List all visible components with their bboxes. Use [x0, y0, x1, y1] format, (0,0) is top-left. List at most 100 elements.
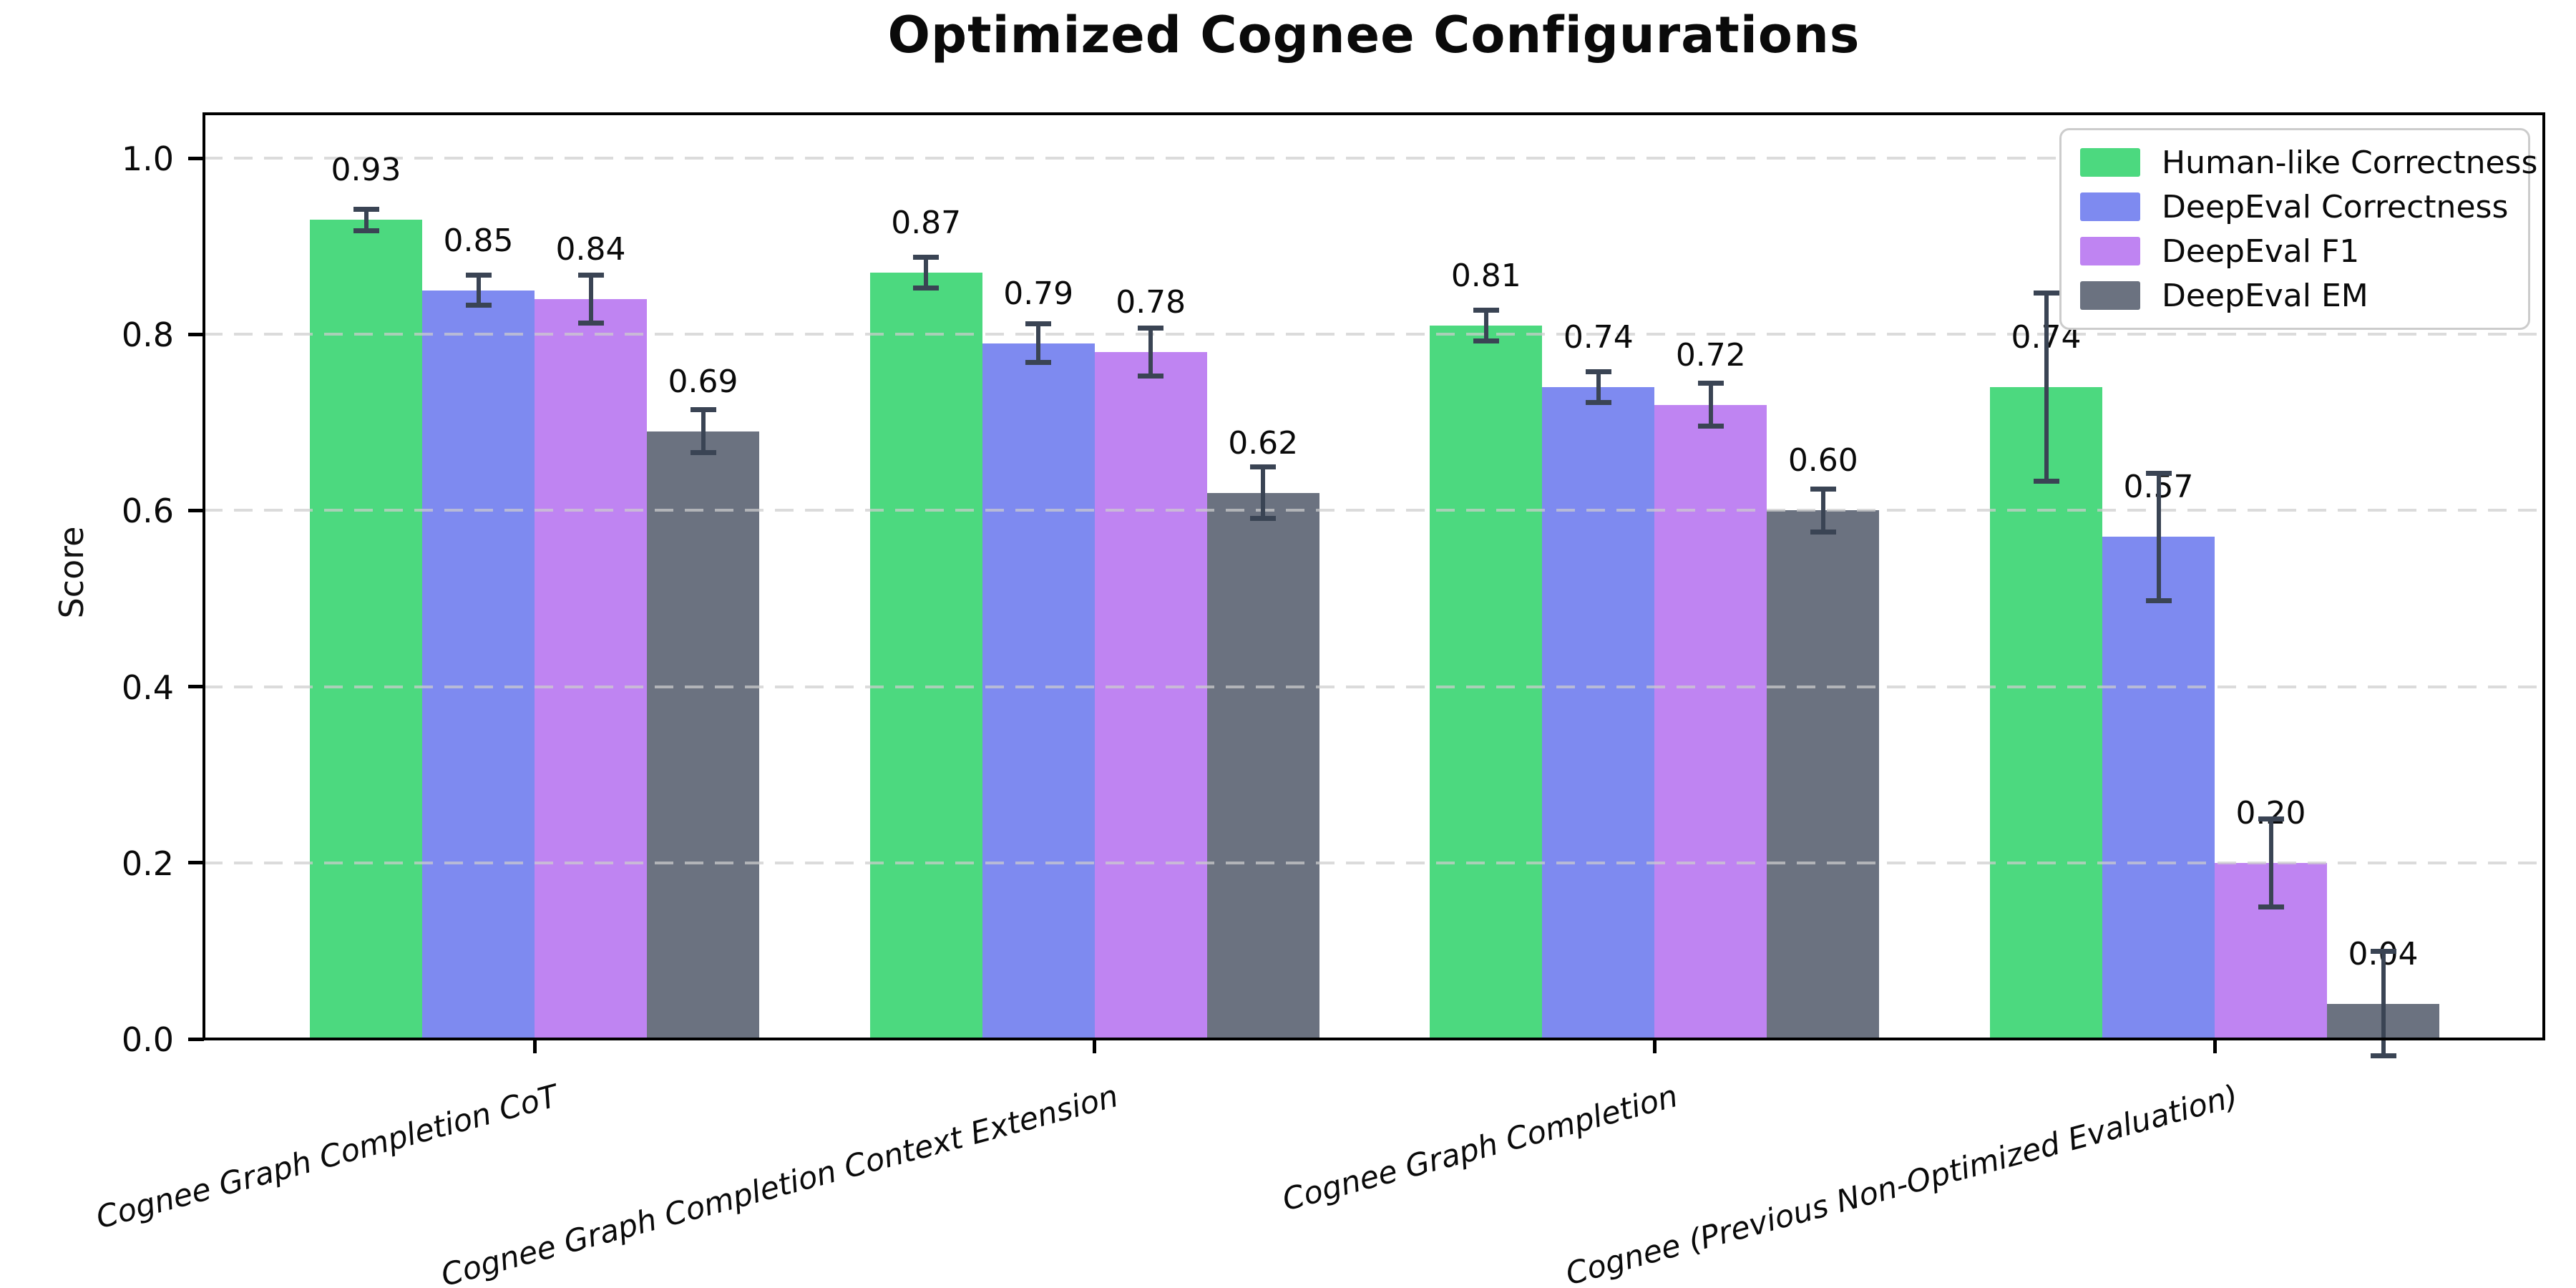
error-bar-cap-top — [2258, 816, 2284, 821]
bar — [2102, 537, 2215, 1039]
error-bar-cap-bottom — [2145, 597, 2172, 603]
error-bar-line — [364, 206, 369, 233]
error-bar-line — [588, 273, 593, 326]
y-tick-label: 1.0 — [121, 140, 174, 178]
error-bar-cap-top — [1697, 381, 1724, 386]
error-bar-cap-bottom — [1025, 360, 1052, 366]
y-tick-mark — [188, 508, 204, 512]
y-tick-mark — [188, 156, 204, 160]
error-bar-cap-bottom — [913, 285, 940, 291]
legend-label: DeepEval F1 — [2162, 233, 2360, 270]
error-bar-cap-top — [1250, 464, 1277, 470]
legend-swatch — [2080, 237, 2140, 265]
error-bar-line — [1708, 381, 1713, 429]
bar — [535, 298, 647, 1039]
y-tick-label: 0.8 — [121, 316, 174, 355]
error-bar-cap-top — [1138, 325, 1164, 331]
y-gridline — [204, 685, 2544, 688]
y-gridline — [204, 509, 2544, 512]
legend-label: DeepEval Correctness — [2162, 188, 2509, 225]
error-bar-cap-top — [2370, 949, 2396, 955]
error-bar — [465, 273, 492, 308]
y-tick-label: 0.6 — [121, 492, 174, 531]
error-bar-line — [1261, 464, 1266, 522]
legend: Human-like Correctness DeepEval Correctne… — [2059, 128, 2537, 330]
error-bar-line — [2044, 290, 2049, 484]
bar-value-label: 0.85 — [443, 222, 514, 259]
error-bar — [353, 206, 379, 233]
error-bar-cap-top — [1585, 369, 1611, 375]
error-bar-cap-bottom — [465, 303, 492, 308]
bar-value-label: 0.69 — [668, 363, 738, 400]
bar-value-label: 0.84 — [555, 230, 626, 268]
error-bar — [1810, 487, 1836, 535]
error-bar — [1473, 308, 1499, 343]
error-bar-cap-top — [690, 407, 716, 413]
error-bar-cap-top — [2145, 471, 2172, 477]
bar — [982, 343, 1095, 1039]
bar-value-label: 0.93 — [331, 152, 401, 189]
y-gridline — [204, 333, 2544, 336]
legend-swatch — [2080, 148, 2140, 177]
bar — [1767, 510, 1880, 1039]
bar-value-label: 0.62 — [1228, 424, 1299, 462]
error-bar-cap-top — [913, 255, 940, 260]
error-bar — [1585, 369, 1611, 405]
legend-item: DeepEval F1 — [2062, 229, 2528, 273]
bar-value-label: 0.74 — [1563, 319, 1634, 356]
error-bar-line — [1036, 321, 1041, 366]
error-bar-cap-bottom — [1473, 338, 1499, 343]
error-bar — [2145, 471, 2172, 603]
error-bar — [2258, 816, 2284, 910]
y-tick-mark — [188, 685, 204, 689]
error-bar — [1697, 381, 1724, 429]
error-bar-cap-bottom — [353, 228, 379, 233]
error-bar-cap-top — [577, 273, 604, 278]
bar-value-label: 0.79 — [1003, 275, 1074, 312]
y-tick-label: 0.0 — [121, 1020, 174, 1059]
error-bar-line — [2268, 816, 2273, 910]
error-bar-line — [1596, 369, 1601, 405]
y-tick-label: 0.4 — [121, 668, 174, 707]
error-bar — [2370, 949, 2396, 1059]
error-bar-line — [924, 255, 929, 291]
error-bar-cap-top — [1473, 308, 1499, 313]
legend-item: DeepEval Correctness — [2062, 185, 2528, 229]
error-bar-cap-bottom — [2370, 1053, 2396, 1059]
legend-label: DeepEval EM — [2162, 277, 2368, 314]
error-bar — [2033, 290, 2059, 484]
error-bar-cap-top — [353, 206, 379, 212]
legend-item: DeepEval EM — [2062, 273, 2528, 318]
error-bar-cap-top — [1025, 321, 1052, 326]
error-bar-cap-bottom — [690, 449, 716, 455]
x-tick-mark — [532, 1039, 537, 1053]
chart-title: Optimized Cognee Configurations — [887, 6, 1860, 64]
legend-item: Human-like Correctness — [2062, 140, 2537, 185]
error-bar — [690, 407, 716, 455]
bar-value-label: 0.81 — [1450, 257, 1521, 294]
error-bar-cap-bottom — [1138, 373, 1164, 379]
error-bar-cap-bottom — [1697, 423, 1724, 429]
error-bar-cap-bottom — [1810, 529, 1836, 535]
error-bar — [1025, 321, 1052, 366]
error-bar-cap-bottom — [1250, 516, 1277, 522]
error-bar — [1138, 325, 1164, 379]
plot-area: 0.930.870.810.740.850.790.740.570.840.78… — [92, 112, 2545, 1288]
x-tick-mark — [1652, 1039, 1657, 1053]
error-bar-line — [1483, 308, 1488, 343]
bar-value-label: 0.78 — [1116, 283, 1186, 321]
error-bar — [913, 255, 940, 291]
error-bar-line — [1148, 325, 1153, 379]
error-bar-cap-top — [2033, 290, 2059, 296]
bar — [310, 220, 422, 1039]
error-bar-cap-top — [1810, 487, 1836, 492]
bar — [422, 290, 535, 1039]
y-tick-mark — [188, 861, 204, 865]
error-bar — [577, 273, 604, 326]
x-tick-mark — [2212, 1039, 2217, 1053]
bar — [1542, 387, 1655, 1039]
bar — [1094, 351, 1207, 1039]
legend-swatch — [2080, 281, 2140, 310]
error-bar-line — [701, 407, 706, 455]
